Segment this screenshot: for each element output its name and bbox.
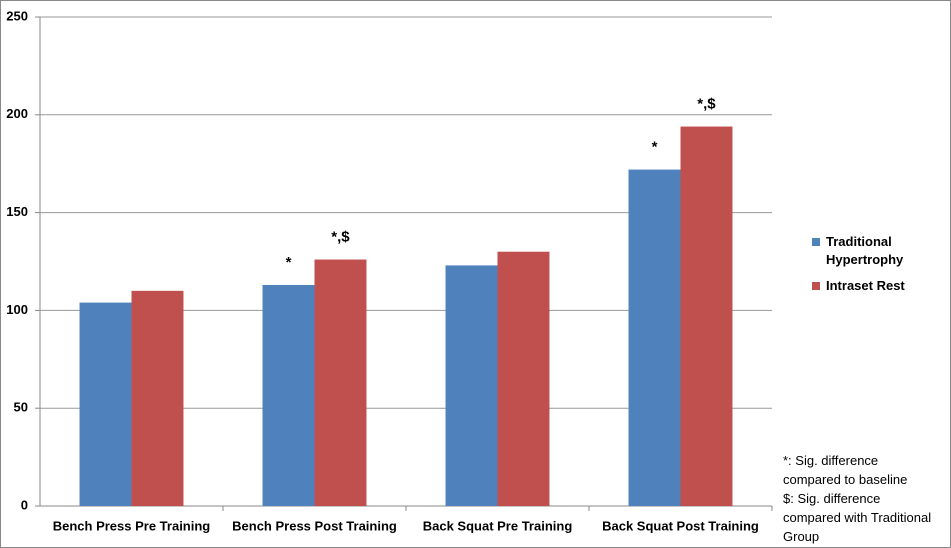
- legend-label: Intraset Rest: [826, 278, 905, 293]
- y-tick-label: 150: [6, 204, 28, 219]
- note: *: Sig. difference compared to baseline: [783, 453, 908, 487]
- y-tick-label: 100: [6, 302, 28, 317]
- annotation: *,$: [331, 229, 350, 246]
- legend-item: Traditional Hypertrophy: [812, 233, 932, 269]
- legend-swatch: [812, 282, 820, 290]
- y-tick-label: 200: [6, 106, 28, 121]
- x-tick-label: Back Squat Pre Training: [423, 518, 573, 533]
- annotation: *: [652, 139, 658, 156]
- x-tick-label: Bench Press Post Training: [232, 518, 397, 533]
- y-tick-label: 0: [21, 497, 28, 512]
- bar: [314, 259, 367, 506]
- note: $: Sig. difference compared with Traditi…: [783, 491, 932, 544]
- x-tick-label: Bench Press Pre Training: [53, 518, 211, 533]
- bar: [497, 251, 550, 506]
- notes: *: Sig. difference compared to baseline $…: [783, 451, 933, 546]
- y-tick-label: 250: [6, 8, 28, 23]
- bar: [445, 265, 498, 506]
- x-tick-label: Back Squat Post Training: [602, 518, 759, 533]
- y-tick-label: 50: [14, 400, 28, 415]
- bar: [79, 302, 132, 506]
- legend-label: Traditional Hypertrophy: [826, 234, 904, 267]
- annotation: *: [286, 254, 292, 271]
- bar: [628, 169, 681, 506]
- legend-item: Intraset Rest: [812, 277, 932, 295]
- bar: [680, 126, 733, 506]
- annotation: *,$: [697, 96, 716, 113]
- bar: [262, 284, 315, 506]
- legend-swatch: [812, 238, 820, 246]
- bar: [131, 290, 184, 506]
